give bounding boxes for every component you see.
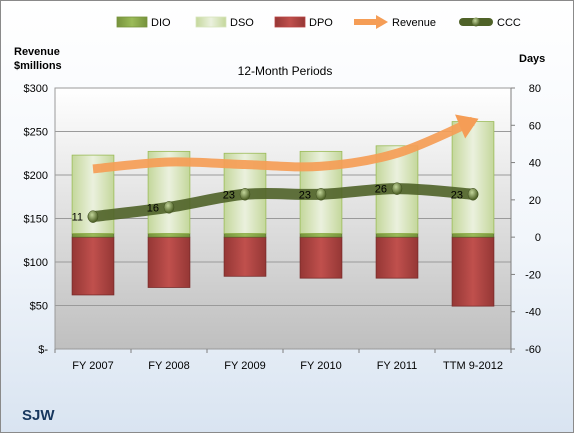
x-tick-label: FY 2009 bbox=[224, 360, 265, 372]
x-tick-label: TTM 9-2012 bbox=[443, 360, 503, 372]
x-tick-label: FY 2010 bbox=[300, 360, 341, 372]
legend-label-ccc: CCC bbox=[497, 17, 521, 29]
right-tick-label: 80 bbox=[529, 83, 541, 95]
company-label: SJW bbox=[22, 407, 55, 424]
right-tick-label: -40 bbox=[525, 307, 541, 319]
legend-label-revenue: Revenue bbox=[392, 17, 436, 29]
ccc-data-label: 16 bbox=[147, 202, 159, 214]
x-tick-label: FY 2011 bbox=[377, 360, 418, 372]
legend-swatch-revenue bbox=[354, 19, 376, 25]
revenue-line bbox=[92, 116, 475, 174]
axes-layer: $- $50 $100 $150 $200 $250 $300 -60 -40 -20 0 20 40 6… bbox=[24, 83, 541, 372]
ccc-data-label: 23 bbox=[299, 189, 311, 201]
legend-label-dpo: DPO bbox=[309, 17, 333, 29]
left-tick-label: $250 bbox=[24, 127, 48, 139]
bar-dpo bbox=[223, 236, 267, 277]
ccc-data-label: 11 bbox=[72, 212, 83, 224]
ccc-data-label: 26 bbox=[375, 184, 387, 196]
left-tick-label: $150 bbox=[24, 214, 48, 226]
bar-dio bbox=[223, 233, 267, 238]
ccc-line bbox=[87, 183, 479, 223]
bar-dpo bbox=[451, 236, 495, 307]
legend-point-ccc bbox=[472, 17, 480, 27]
bar-dpo bbox=[71, 236, 115, 296]
bar-dio bbox=[451, 233, 495, 238]
left-tick-label: $300 bbox=[24, 83, 48, 95]
legend-swatch-dpo bbox=[274, 16, 306, 28]
ccc-point bbox=[239, 188, 251, 201]
bar-dio bbox=[147, 233, 191, 238]
bar-dio bbox=[299, 233, 343, 238]
bar-dpo bbox=[299, 236, 343, 279]
left-tick-label: $200 bbox=[24, 170, 48, 182]
bar-dpo bbox=[375, 236, 419, 279]
left-tick-label: $50 bbox=[30, 301, 48, 313]
right-tick-label: 20 bbox=[529, 195, 541, 207]
bar-dso bbox=[451, 121, 495, 234]
right-tick-label: -20 bbox=[525, 269, 541, 281]
ccc-data-label: 23 bbox=[451, 189, 463, 201]
bar-dpo bbox=[147, 236, 191, 288]
ccc-data-label: 23 bbox=[223, 189, 235, 201]
right-tick-label: 60 bbox=[529, 120, 541, 132]
legend-swatch-dso bbox=[195, 16, 227, 28]
ccc-point bbox=[87, 210, 99, 223]
bar-dio bbox=[375, 233, 419, 238]
left-axis-label-line1: Revenue bbox=[14, 46, 60, 58]
legend-swatch-dio bbox=[116, 16, 148, 28]
ccc-point bbox=[315, 188, 327, 201]
right-tick-label: 40 bbox=[529, 158, 541, 170]
right-tick-label: -60 bbox=[525, 344, 541, 356]
legend: DIO DSO DPO Revenue CCC bbox=[116, 15, 521, 29]
right-axis-label: Days bbox=[519, 53, 545, 65]
legend-label-dso: DSO bbox=[230, 17, 254, 29]
right-tick-label: 0 bbox=[535, 232, 541, 244]
gridlines bbox=[55, 87, 511, 306]
chart-title: 12-Month Periods bbox=[238, 64, 333, 78]
x-tick-label: FY 2008 bbox=[148, 360, 189, 372]
legend-arrowhead bbox=[376, 15, 388, 29]
ccc-point bbox=[467, 188, 479, 201]
bar-dio bbox=[71, 233, 115, 238]
legend-label-dio: DIO bbox=[151, 17, 171, 29]
left-tick-label: $100 bbox=[24, 257, 48, 269]
lines-layer: 11 16 23 23 26 23 bbox=[72, 114, 479, 224]
left-axis-label-line2: $millions bbox=[14, 60, 62, 72]
x-tick-label: FY 2007 bbox=[72, 360, 113, 372]
ccc-point bbox=[163, 201, 175, 214]
ccc-point bbox=[391, 182, 403, 195]
left-tick-label: $- bbox=[38, 344, 48, 356]
revenue-arrowhead bbox=[455, 114, 479, 139]
